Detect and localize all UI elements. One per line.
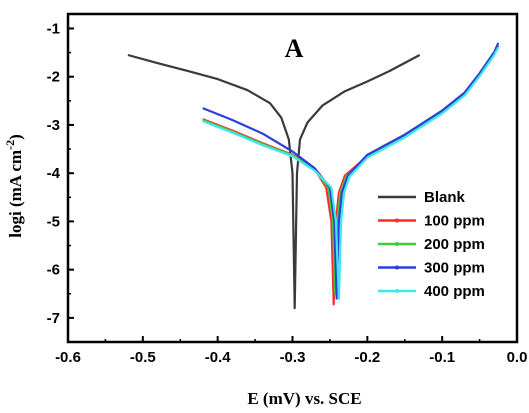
x-axis: -0.6 -0.5 -0.4 -0.3 -0.2 -0.1 0.0: [55, 336, 527, 366]
legend-marker: [395, 218, 399, 223]
series-line: [202, 42, 500, 300]
legend-marker: [395, 289, 399, 293]
y-tick-label: -6: [47, 262, 60, 279]
y-axis-label-superscript: -2: [3, 140, 17, 150]
curves-layer: [127, 42, 500, 310]
legend-label: 300 ppm: [424, 260, 485, 277]
x-tick-label: -0.5: [130, 349, 156, 366]
legend: Blank 100 ppm 200 ppm 300 ppm 400 ppm: [378, 189, 485, 300]
y-tick-label: -3: [47, 117, 60, 134]
legend-marker: [395, 242, 399, 246]
y-axis-label: logi (mA cm-2): [3, 134, 25, 238]
legend-label: 200 ppm: [424, 236, 485, 253]
y-tick-label: -2: [47, 69, 60, 86]
y-tick-label: -4: [47, 165, 61, 182]
x-tick-label: -0.2: [354, 349, 380, 366]
x-tick-label: -0.1: [429, 349, 455, 366]
series-line: [202, 46, 500, 300]
legend-label: 400 ppm: [424, 283, 485, 300]
series-line: [127, 53, 421, 310]
panel-label: A: [285, 34, 304, 63]
legend-label: 100 ppm: [424, 213, 485, 230]
y-axis-label-end: ): [6, 134, 25, 140]
x-tick-label: 0.0: [507, 349, 528, 366]
y-axis-label-main: logi (mA cm: [6, 150, 25, 238]
x-tick-label: -0.4: [205, 349, 232, 366]
x-axis-label: E (mV) vs. SCE: [247, 389, 361, 408]
legend-marker: [395, 265, 399, 270]
y-tick-label: -5: [47, 213, 60, 230]
y-tick-label: -7: [47, 310, 60, 327]
x-tick-label: -0.3: [280, 349, 306, 366]
legend-label: Blank: [424, 189, 466, 206]
y-axis: -1 -2 -3 -4 -5 -6 -7: [47, 20, 74, 327]
x-tick-label: -0.6: [55, 349, 81, 366]
y-tick-label: -1: [47, 20, 60, 37]
